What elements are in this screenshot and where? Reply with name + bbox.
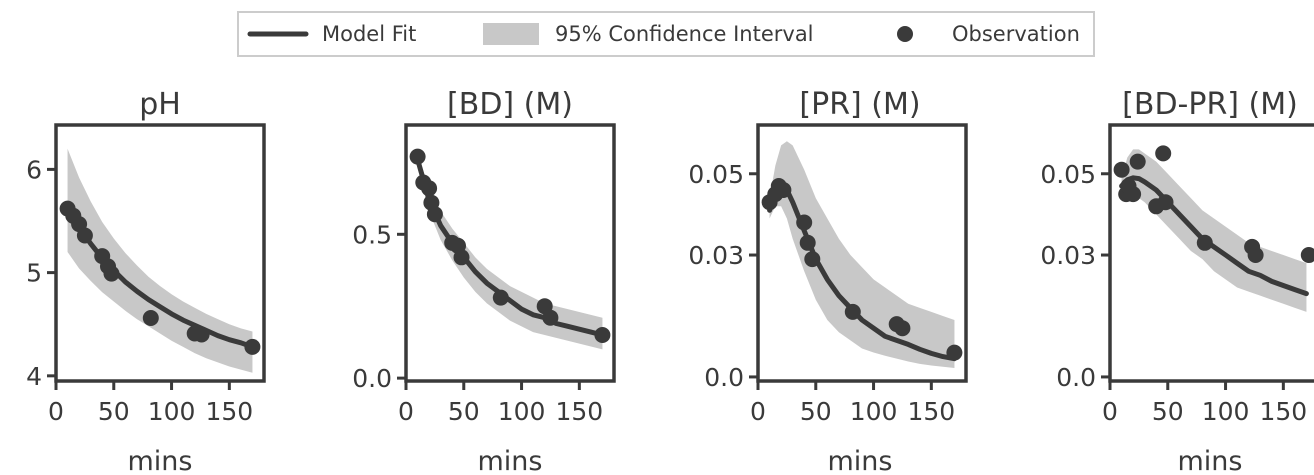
observation-point [142, 310, 159, 326]
observation-point [775, 182, 792, 198]
observation-point [421, 180, 438, 197]
observation-point [193, 326, 210, 343]
plot-area [59, 148, 261, 373]
observation-point [1300, 247, 1314, 263]
observation-point [1125, 186, 1142, 203]
y-tick-label: 0.03 [1040, 241, 1096, 270]
y-tick-label: 0.0 [1056, 363, 1096, 392]
panel-title: pH [139, 87, 181, 122]
legend-label-confidence-interval: 95% Confidence Interval [555, 22, 814, 46]
y-tick-label: 0.5 [352, 220, 392, 249]
axes-frame [404, 123, 616, 383]
legend-label-observation: Observation [952, 22, 1080, 46]
x-tick-label: 0 [1102, 397, 1118, 426]
x-tick-label: 150 [205, 397, 253, 426]
x-tick-label: 150 [907, 397, 955, 426]
panel-title: [PR] (M) [799, 87, 920, 122]
panel-pr: [PR] (M) mins 0 50 100 150 0.0 0.03 0.05 [688, 87, 968, 475]
y-tick-label: 6 [26, 155, 42, 184]
observation-point [1247, 247, 1264, 263]
observation-point [1196, 234, 1213, 251]
y-tick-label: 0.03 [688, 241, 744, 270]
observation-point [799, 234, 816, 251]
axes-frame [756, 123, 968, 383]
observation-point [76, 227, 93, 244]
panel-title: [BD] (M) [447, 87, 573, 122]
confidence-band [67, 148, 253, 373]
x-tick-label: 0 [750, 397, 766, 426]
observation-point [946, 344, 963, 361]
confidence-band [417, 153, 603, 350]
x-axis-label: mins [1178, 446, 1243, 475]
confidence-band [1121, 149, 1307, 312]
axes-frame [54, 123, 266, 383]
x-tick-label: 50 [98, 397, 130, 426]
plot-area [409, 148, 611, 350]
x-axis-label: mins [128, 446, 193, 475]
x-tick-label: 100 [850, 397, 898, 426]
y-tick-label: 0.05 [1040, 160, 1096, 189]
observation-point [453, 249, 470, 266]
x-axis-label: mins [828, 446, 893, 475]
y-tick-label: 5 [26, 259, 42, 288]
plot-area [761, 141, 963, 368]
x-axis-label: mins [478, 446, 543, 475]
observation-point [1155, 145, 1172, 162]
x-tick-label: 50 [448, 397, 480, 426]
panel-ph: pH mins 0 50 100 150 4 5 6 [26, 87, 266, 475]
x-tick-label: 150 [1259, 397, 1307, 426]
legend-label-model-fit: Model Fit [322, 22, 416, 46]
legend-marker-swatch [897, 26, 913, 42]
observation-point [894, 320, 911, 337]
x-tick-label: 100 [148, 397, 196, 426]
axes-frame [1108, 123, 1314, 383]
observation-point [594, 327, 611, 343]
x-tick-label: 0 [398, 397, 414, 426]
y-tick-label: 0.0 [352, 364, 392, 393]
x-tick-label: 50 [1152, 397, 1184, 426]
x-tick-label: 100 [1202, 397, 1250, 426]
panel-title: [BD-PR] (M) [1122, 87, 1298, 122]
observation-point [492, 289, 509, 306]
x-tick-label: 100 [498, 397, 546, 426]
observation-point [804, 251, 821, 268]
observation-point [542, 309, 559, 326]
y-tick-label: 4 [26, 362, 42, 391]
observation-point [844, 303, 861, 320]
observation-point [103, 265, 120, 282]
x-tick-label: 50 [800, 397, 832, 426]
panel-bd-pr: [BD-PR] (M) mins 0 50 100 150 0.0 0.03 0.05 [1040, 87, 1314, 475]
legend-band-swatch [483, 23, 539, 45]
y-tick-label: 0.05 [688, 160, 744, 189]
confidence-band [769, 141, 955, 368]
observation-point [1157, 194, 1174, 211]
observation-point [426, 206, 443, 223]
legend: Model Fit 95% Confidence Interval Observ… [237, 11, 1095, 57]
x-tick-label: 0 [48, 397, 64, 426]
plot-area [1113, 145, 1314, 312]
panel-bd: [BD] (M) mins 0 50 100 150 0.0 0.5 [352, 87, 616, 475]
y-tick-label: 0.0 [704, 363, 744, 392]
observation-point [1129, 153, 1146, 170]
observation-point [244, 338, 261, 355]
observation-point [796, 214, 813, 231]
observation-point [1113, 161, 1130, 178]
observation-point [409, 148, 426, 165]
legend-frame [237, 11, 1095, 57]
x-tick-label: 150 [555, 397, 603, 426]
